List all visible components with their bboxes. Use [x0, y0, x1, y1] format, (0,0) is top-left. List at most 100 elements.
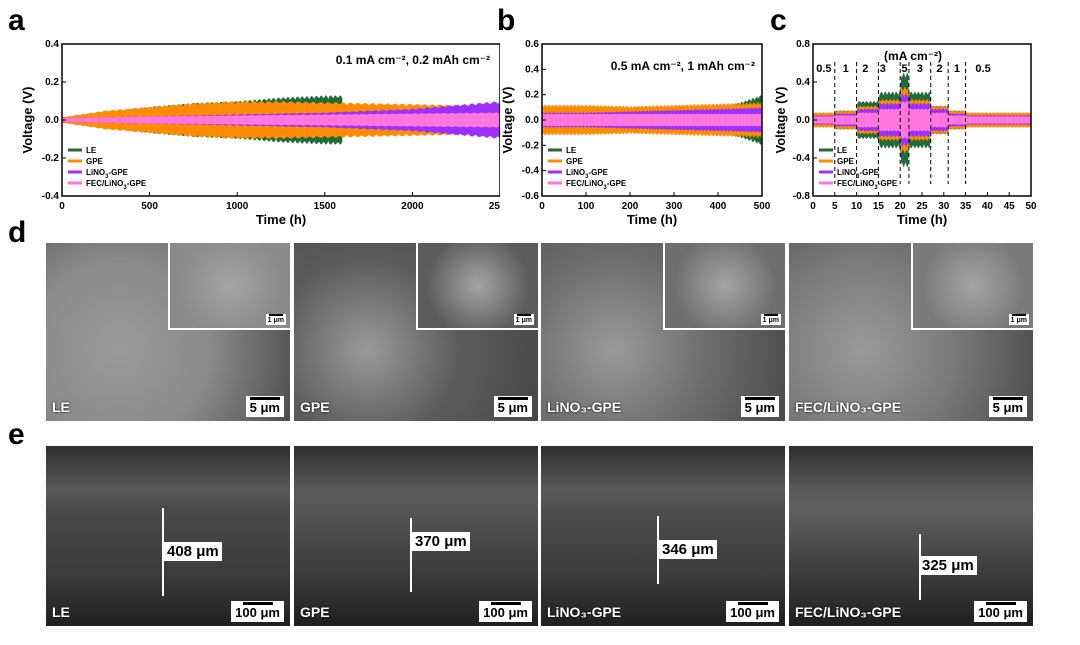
x-tick-label: 30	[938, 201, 950, 212]
condition-annotation: 0.1 mA cm⁻², 0.2 mAh cm⁻²	[336, 53, 490, 67]
x-tick-label: 0	[810, 201, 816, 212]
y-tick-label: -0.4	[522, 166, 540, 177]
scale-bar: 5 μm	[245, 396, 284, 417]
scale-bar: 100 μm	[231, 601, 284, 622]
y-tick-label: -0.2	[42, 153, 60, 164]
series-band-fec-lino3-gpe	[542, 113, 762, 127]
rate-label: 1	[954, 63, 960, 75]
series-band-fec-lino3-gpe	[813, 101, 1031, 139]
y-tick-label: -0.4	[42, 191, 60, 202]
y-tick-label: 0.0	[796, 115, 810, 126]
x-axis-label: Time (h)	[897, 212, 947, 227]
inset-scale-bar: 1 μm	[265, 314, 286, 325]
sem-sample-label: LiNO₃-GPE	[547, 604, 622, 620]
scale-bar: 5 μm	[988, 396, 1027, 417]
x-tick-label: 300	[666, 201, 683, 212]
chart-a: 0 500 1000 1500 2000 2500 -0.4 -0.2 0.0 0.2 0.4 Tim…	[20, 39, 500, 227]
panel-letter-b: b	[497, 4, 516, 37]
y-axis-label: Voltage (V)	[20, 87, 35, 154]
legend-label: LiNO3-GPE	[86, 168, 129, 180]
sem-sample-label: FEC/LiNO₃-GPE	[795, 399, 902, 415]
y-tick-label: 0.4	[796, 77, 810, 88]
scale-bar: 5 μm	[740, 396, 779, 417]
scale-bar: 100 μm	[479, 601, 532, 622]
y-tick-label: 0.2	[45, 77, 59, 88]
sem-surface-2: 1 μm GPE 5 μm	[294, 243, 538, 421]
sem-cross-section-4: 325 μm FEC/LiNO₃-GPE 100 μm	[789, 446, 1033, 626]
x-tick-label: 2500	[489, 201, 500, 212]
series-group	[813, 72, 1031, 168]
y-tick-label: 0.0	[525, 115, 539, 126]
x-tick-label: 35	[960, 201, 972, 212]
rate-label: 5	[901, 63, 907, 75]
rate-label: 3	[880, 63, 886, 75]
legend-label: GPE	[566, 157, 584, 166]
legend-label: FEC/LiNO3-GPE	[837, 179, 898, 191]
x-tick-label: 25	[916, 201, 928, 212]
x-tick-label: 5	[832, 201, 838, 212]
y-tick-label: 0.8	[796, 39, 810, 50]
rate-label: 2	[936, 63, 942, 75]
sem-sample-label: GPE	[300, 604, 330, 620]
y-axis-label: Voltage (V)	[773, 87, 788, 154]
x-tick-label: 1000	[226, 201, 249, 212]
thickness-label: 408 μm	[164, 542, 222, 561]
legend-label: LE	[566, 146, 577, 155]
sem-inset: 1 μm	[168, 243, 290, 330]
sem-inset: 1 μm	[911, 243, 1033, 330]
scale-bar: 100 μm	[974, 601, 1027, 622]
thickness-label: 325 μm	[919, 556, 977, 575]
x-axis-label: Time (h)	[627, 212, 677, 227]
series-group	[542, 95, 762, 145]
legend-label: LE	[86, 146, 97, 155]
rate-label: 3	[917, 63, 923, 75]
y-tick-label: -0.8	[793, 191, 811, 202]
x-tick-label: 400	[710, 201, 727, 212]
x-tick-label: 500	[141, 201, 158, 212]
condition-annotation: (mA cm⁻²)	[884, 49, 942, 63]
legend-label: LiNO3-GPE	[566, 168, 609, 180]
sem-inset: 1 μm	[416, 243, 538, 330]
y-axis-label: Voltage (V)	[500, 87, 515, 154]
panel-letter-c: c	[770, 4, 787, 37]
inset-scale-bar: 1 μm	[760, 314, 781, 325]
y-tick-label: 0.6	[525, 39, 539, 50]
y-tick-label: -0.4	[793, 153, 811, 164]
x-tick-label: 0	[539, 201, 545, 212]
sem-cross-section-2: 370 μm GPE 100 μm	[294, 446, 538, 626]
legend-label: LiNO3-GPE	[837, 168, 880, 180]
legend-label: GPE	[86, 157, 104, 166]
rate-label: 0.5	[975, 63, 990, 75]
thickness-arrow	[410, 518, 412, 592]
x-tick-label: 200	[622, 201, 639, 212]
sem-sample-label: GPE	[300, 399, 330, 415]
sem-sample-label: LiNO₃-GPE	[547, 399, 622, 415]
y-tick-label: 0.4	[45, 39, 59, 50]
thickness-label: 370 μm	[412, 532, 470, 551]
legend-label: FEC/LiNO3-GPE	[566, 179, 627, 191]
rate-label: 2	[862, 63, 868, 75]
chart-b: 0 100 200 300 400 500 -0.6 -0.4 -0.2 0.0 0.2 0.4 0.6…	[500, 39, 770, 227]
x-tick-label: 1500	[314, 201, 337, 212]
panel-letter-e: e	[8, 418, 25, 451]
panel-letter-a: a	[8, 4, 25, 37]
x-tick-label: 15	[873, 201, 885, 212]
y-tick-label: 0.4	[525, 64, 539, 75]
x-tick-label: 40	[982, 201, 994, 212]
scale-bar: 100 μm	[726, 601, 779, 622]
rate-label: 1	[843, 63, 849, 75]
x-tick-label: 2000	[401, 201, 424, 212]
x-tick-label: 100	[578, 201, 595, 212]
sem-surface-4: 1 μm FEC/LiNO₃-GPE 5 μm	[789, 243, 1033, 421]
series-group	[62, 95, 500, 145]
scale-bar: 5 μm	[493, 396, 532, 417]
y-tick-label: -0.2	[522, 140, 540, 151]
x-tick-label: 20	[895, 201, 907, 212]
x-tick-label: 0	[59, 201, 65, 212]
sem-sample-label: LE	[52, 399, 70, 415]
y-tick-label: -0.6	[522, 191, 540, 202]
x-tick-label: 50	[1025, 201, 1037, 212]
sem-cross-section-3: 346 μm LiNO₃-GPE 100 μm	[541, 446, 785, 626]
rate-label: 0.5	[816, 63, 831, 75]
x-tick-label: 45	[1004, 201, 1016, 212]
